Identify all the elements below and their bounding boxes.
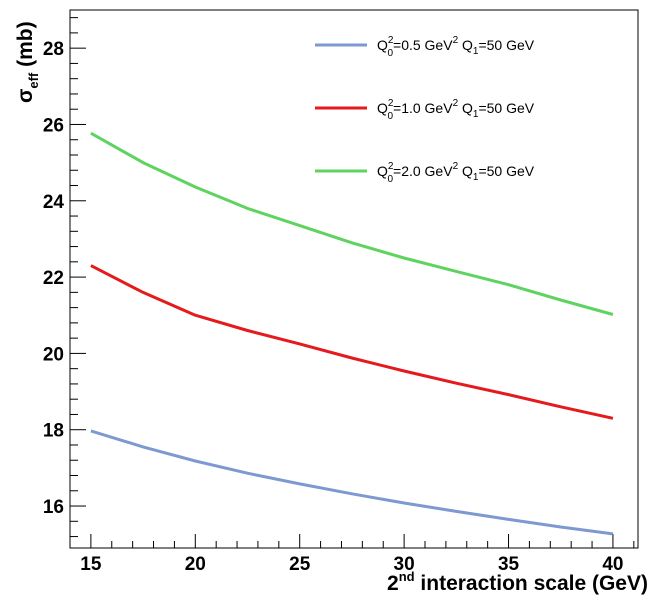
- y-tick-label: 24: [43, 192, 65, 213]
- tick-labels: 15 20 25 30 35 40 16 18 20 22 24 26 28: [43, 39, 624, 575]
- y-axis-symbol: σ: [14, 89, 37, 103]
- x-axis-title: 2nd interaction scale (GeV): [387, 569, 648, 595]
- y-axis-subscript: eff: [26, 72, 41, 89]
- x-axis-superscript: nd: [399, 569, 415, 584]
- y-tick-label: 26: [43, 115, 64, 136]
- x-tick-label: 30: [394, 554, 415, 575]
- legend: Q2 0=0.5 GeV2 Q1=50 GeV Q2 0=1.0 GeV2 Q1=5…: [315, 35, 535, 185]
- axis-ticks: [69, 17, 635, 548]
- legend-label: Q2 0=0.5 GeV2 Q1=50 GeV: [377, 35, 535, 59]
- legend-entry: Q2 0=1.0 GeV2 Q1=50 GeV: [315, 98, 535, 122]
- y-tick-label: 28: [43, 39, 64, 60]
- x-axis-prefix: 2: [387, 572, 399, 595]
- series-layer: [90, 131, 614, 536]
- y-axis-title: σeff (mb): [14, 21, 41, 103]
- legend-label: Q2 0=2.0 GeV2 Q1=50 GeV: [377, 161, 535, 185]
- legend-entry: Q2 0=0.5 GeV2 Q1=50 GeV: [315, 35, 535, 59]
- y-axis-unit: (mb): [14, 21, 37, 72]
- y-tick-label: 20: [43, 344, 64, 365]
- series-line-2: [90, 131, 614, 316]
- y-tick-label: 18: [43, 421, 64, 442]
- y-tick-label: 16: [43, 497, 64, 518]
- x-tick-label: 20: [185, 554, 206, 575]
- legend-entry: Q2 0=2.0 GeV2 Q1=50 GeV: [315, 161, 535, 185]
- plot-frame: [69, 9, 639, 549]
- x-tick-label: 15: [80, 554, 102, 575]
- x-tick-label: 35: [498, 554, 520, 575]
- legend-label: Q2 0=1.0 GeV2 Q1=50 GeV: [377, 98, 535, 122]
- series-line-0: [90, 429, 614, 536]
- series-line-1: [90, 264, 614, 420]
- x-tick-label: 25: [289, 554, 311, 575]
- x-axis-text: interaction scale (GeV): [415, 572, 648, 595]
- y-tick-label: 22: [43, 268, 64, 289]
- x-tick-label: 40: [602, 554, 623, 575]
